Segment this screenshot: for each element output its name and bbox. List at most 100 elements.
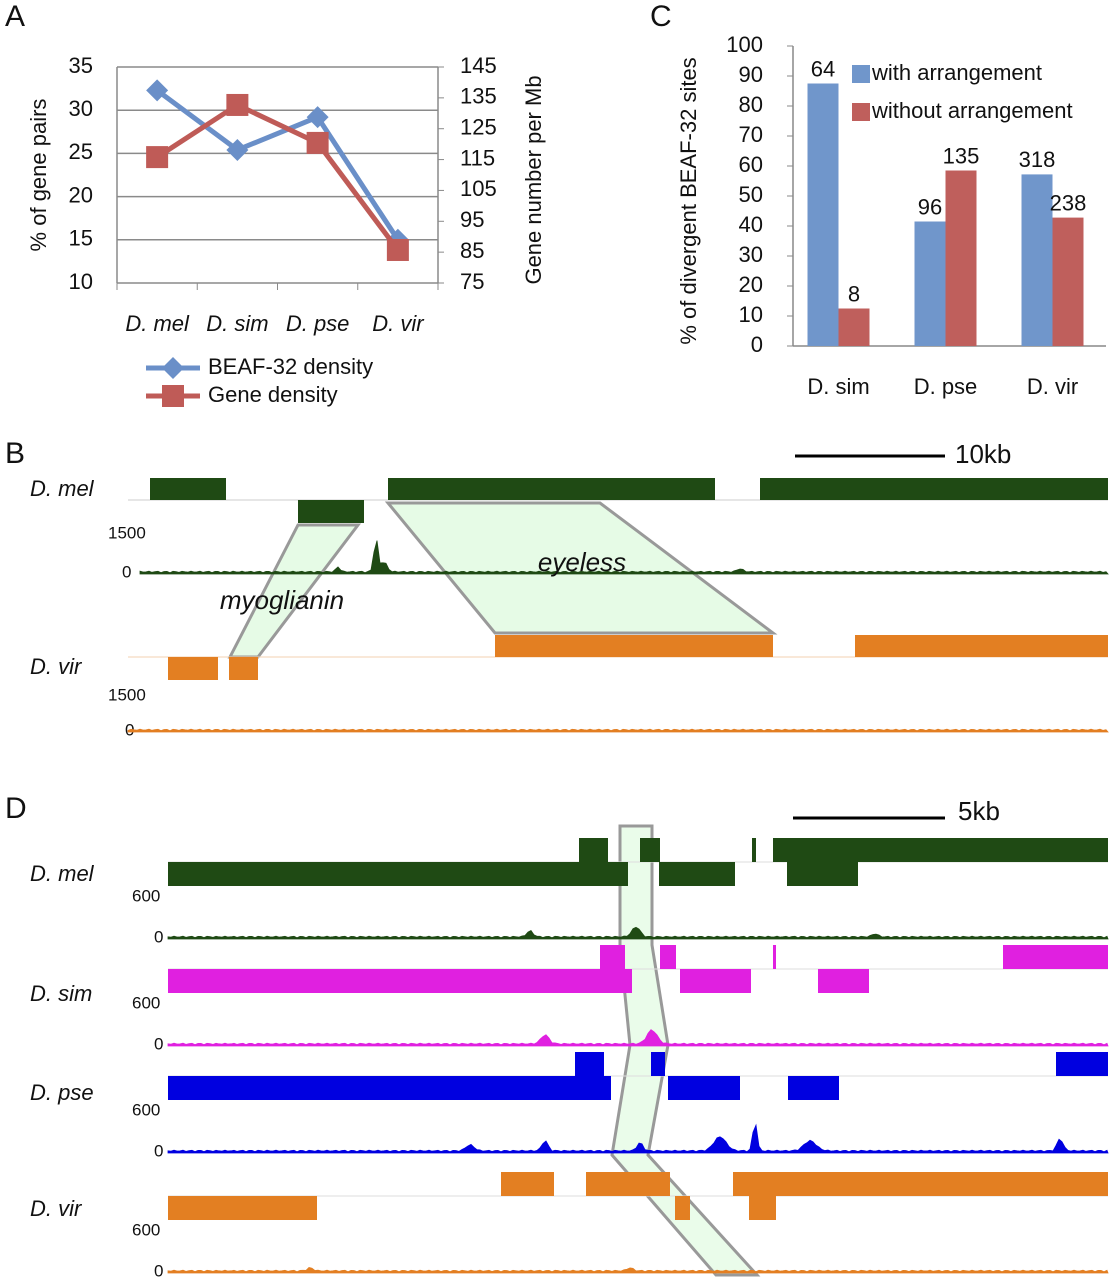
species-label: D. sim xyxy=(30,981,92,1006)
signal-track xyxy=(167,1123,1109,1154)
y-axis-label: % of gene pairs xyxy=(26,99,51,252)
gene-block xyxy=(1003,945,1108,969)
x-tick-label: D. mel xyxy=(125,311,190,336)
track-max: 1500 xyxy=(108,685,146,704)
y-tick-label: 20 xyxy=(739,272,763,297)
gene-block xyxy=(651,1052,665,1076)
y2-tick-label: 85 xyxy=(460,238,484,263)
track-min: 0 xyxy=(122,562,131,581)
track-max: 600 xyxy=(132,993,160,1012)
gene-block xyxy=(733,1172,1108,1196)
bar xyxy=(1052,217,1084,346)
series-line xyxy=(155,88,400,242)
y2-tick-label: 125 xyxy=(460,115,497,140)
y-tick-label: 30 xyxy=(739,242,763,267)
y2-tick-label: 135 xyxy=(460,84,497,109)
ortholog-link xyxy=(384,501,778,635)
y-tick-label: 90 xyxy=(739,62,763,87)
y-tick-label: 10 xyxy=(739,302,763,327)
x-tick-label: D. vir xyxy=(372,311,425,336)
point xyxy=(146,79,169,102)
legend-label: with arrangement xyxy=(871,60,1042,85)
gene-block xyxy=(1056,1052,1108,1076)
y-tick-label: 35 xyxy=(69,53,93,78)
gene-block xyxy=(168,969,632,993)
track-min: 0 xyxy=(154,1261,163,1280)
species-label: D. vir xyxy=(30,1196,83,1221)
gene-block xyxy=(501,1172,554,1196)
gene-block xyxy=(788,1076,839,1100)
species-label: D. mel xyxy=(30,476,95,501)
y-axis-label: % of divergent BEAF-32 sites xyxy=(676,57,701,344)
x-tick-label: D. sim xyxy=(206,311,268,336)
gene-block xyxy=(495,635,773,657)
gene-block xyxy=(773,945,776,969)
y-tick-label: 10 xyxy=(69,269,93,294)
species-label: D. mel xyxy=(30,861,95,886)
browser-panel-d: D 5kb D. mel 600 0 D. sim 600 0 D. pse 600 0 D. vir… xyxy=(5,792,1109,1280)
track-max: 600 xyxy=(132,1220,160,1239)
gene-block xyxy=(298,500,364,523)
gene-block xyxy=(388,478,715,500)
y2-tick-label: 145 xyxy=(460,53,497,78)
point xyxy=(386,238,409,261)
point xyxy=(226,93,249,116)
bar xyxy=(838,308,870,346)
y-tick-label: 80 xyxy=(739,92,763,117)
track-max: 1500 xyxy=(108,523,146,542)
legend-swatch xyxy=(852,65,870,83)
gene-block xyxy=(818,969,869,993)
scale-label: 5kb xyxy=(958,796,1000,826)
x-tick-label: D. sim xyxy=(807,374,869,399)
legend-marker xyxy=(162,385,184,407)
signal-track xyxy=(167,1267,1109,1274)
track-max: 600 xyxy=(132,1100,160,1119)
y2-axis-label: Gene number per Mb xyxy=(521,75,546,284)
legend-marker xyxy=(162,357,184,379)
gene-block xyxy=(752,838,756,862)
bar-count-label: 318 xyxy=(1019,147,1056,172)
gene-block xyxy=(579,838,608,862)
legend-label: without arrangement xyxy=(871,98,1073,123)
bar xyxy=(914,221,946,346)
browser-panel-b: B 10kb D. mel 1500 0 eyeless myoglianin D. vir 1… xyxy=(5,437,1109,739)
series-line xyxy=(155,102,400,252)
gene-block xyxy=(675,1196,690,1220)
bar-count-label: 8 xyxy=(848,281,860,306)
y-tick-label: 30 xyxy=(69,96,93,121)
signal-track xyxy=(167,1029,1109,1047)
y-tick-label: 0 xyxy=(751,332,763,357)
gene-name: myoglianin xyxy=(220,585,344,615)
legend-label: BEAF-32 density xyxy=(208,354,373,379)
species-label: D. pse xyxy=(30,1080,94,1105)
gene-name: eyeless xyxy=(538,547,626,577)
gene-block xyxy=(150,478,226,500)
gene-block xyxy=(640,838,660,862)
y2-tick-label: 95 xyxy=(460,207,484,232)
gene-block xyxy=(668,1076,740,1100)
track-min: 0 xyxy=(154,927,163,946)
gene-block xyxy=(787,862,858,886)
y-tick-label: 20 xyxy=(69,182,93,207)
x-tick-label: D. pse xyxy=(914,374,978,399)
point xyxy=(306,106,329,129)
track-max: 600 xyxy=(132,886,160,905)
y-tick-label: 60 xyxy=(739,152,763,177)
panel-label: B xyxy=(5,437,25,470)
bar xyxy=(945,170,977,346)
gene-block xyxy=(749,1196,776,1220)
gene-block xyxy=(575,1052,604,1076)
y-tick-label: 15 xyxy=(69,226,93,251)
gene-block xyxy=(586,1172,670,1196)
bar-count-label: 238 xyxy=(1050,190,1087,215)
scale-label: 10kb xyxy=(955,439,1011,469)
gene-block xyxy=(680,969,751,993)
y-tick-label: 70 xyxy=(739,122,763,147)
gene-block xyxy=(659,862,735,886)
gene-block xyxy=(229,657,258,680)
y2-tick-label: 105 xyxy=(460,176,497,201)
gene-block xyxy=(168,1196,317,1220)
gene-block xyxy=(168,1076,611,1100)
signal-track xyxy=(167,926,1109,940)
